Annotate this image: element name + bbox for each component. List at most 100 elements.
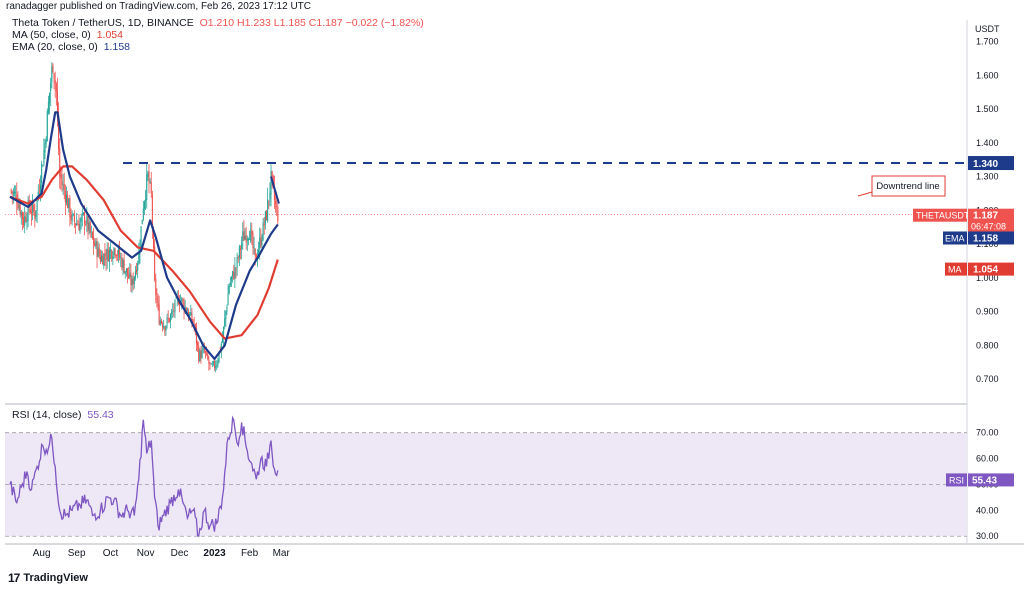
candle-body [79,221,81,232]
y-tick-label: 1.500 [976,104,999,114]
candle-body [249,239,251,240]
candle-body [169,314,172,322]
candle-body [234,266,236,279]
legend-ema-value: 1.158 [103,41,130,53]
y-tick-label: 1.600 [976,70,999,80]
ma-price-label: 1.054 [973,265,998,276]
candle-body [255,254,257,261]
candle-body [69,197,71,218]
candle-body [209,362,211,364]
candle-body [217,360,219,366]
candle-body [58,114,60,150]
candle-body [74,223,77,226]
candle-body [207,353,209,360]
candle-body [150,181,152,194]
candle-body [15,192,17,194]
candle-body [91,232,94,238]
candle-body [125,268,127,272]
candle-body [90,231,92,233]
candle-body [241,242,243,249]
countdown-label: 06:47:08 [971,222,1006,232]
legend-rsi-value: 55.43 [87,409,114,421]
candle-body [183,301,185,311]
candle-body [252,233,254,249]
candle-body [65,194,68,204]
candle-body [97,247,99,257]
candle-body [137,263,139,271]
candle-body [78,224,80,231]
candle-body [229,282,231,286]
candle-body [108,250,110,262]
candle-body [84,212,86,224]
candle-body [98,248,100,256]
candle-body [52,64,54,73]
candle-body [63,183,65,191]
candle-body [72,214,74,215]
ema-tag-bg [943,231,967,245]
candle-body [271,171,273,178]
level-1340-label-bg [968,156,1014,171]
candle-body [88,222,90,231]
candle-body [11,191,13,194]
candle-body [220,343,222,351]
legend-rsi-row[interactable]: RSI (14, close) 55.43 [12,409,114,421]
y-axis-unit: USDT [975,24,1000,34]
candle-body [199,350,201,361]
candle-body [212,361,214,364]
candle-body [111,250,113,259]
last-price-label-bg [968,208,1014,233]
candle-body [145,199,147,202]
candle-body [250,230,252,241]
ema20-line [9,111,279,360]
candle-body [147,172,149,177]
candle-body [258,249,260,256]
callout-box [857,175,946,197]
candle-body [115,255,117,257]
candle-body [261,240,263,246]
legend-ma-row[interactable]: MA (50, close, 0) 1.054 [12,29,123,41]
candle-body [116,255,118,256]
candle-body [168,318,170,322]
rsi-y-tick-label: 40.00 [976,505,999,515]
y-tick-label: 1.000 [976,273,999,283]
ema-price-label-bg [968,231,1014,245]
rsi-line [9,415,279,538]
tradingview-logo-icon: 17 [8,571,20,585]
candle-body [247,239,249,240]
ma50-line [9,165,279,340]
candle-body [204,351,207,353]
candle-body [211,364,213,366]
candle-body [151,194,153,229]
legend-ema-row[interactable]: EMA (20, close, 0) 1.158 [12,41,130,53]
candle-body [95,241,97,247]
ema-price-label: 1.158 [973,233,998,244]
candle-body [41,163,43,183]
candle-body [175,297,177,299]
candle-body [23,217,25,226]
candle-body [235,268,237,270]
candle-body [119,249,121,258]
tradingview-brand[interactable]: 17 TradingView [8,571,88,585]
candle-body [89,222,91,233]
candle-body [171,312,173,314]
candle-body [110,249,112,252]
candle-body [131,279,133,286]
candle-body [163,325,165,329]
candle-body [159,320,161,325]
candle-body [77,224,79,226]
candle-body [132,278,134,285]
candle-body [51,66,53,83]
symbol-tag: THETAUSDT [916,211,970,221]
rsi-value-label: 55.43 [972,475,997,486]
y-tick-label: 0.900 [976,307,999,317]
candle-body [47,101,49,114]
candle-body [174,299,176,313]
candle-body [263,224,265,226]
candle-body [45,139,47,144]
candle-body [200,351,202,359]
candle-body [269,192,271,200]
candle-body [155,279,157,296]
candle-body [64,190,66,202]
candle-body [142,208,144,220]
